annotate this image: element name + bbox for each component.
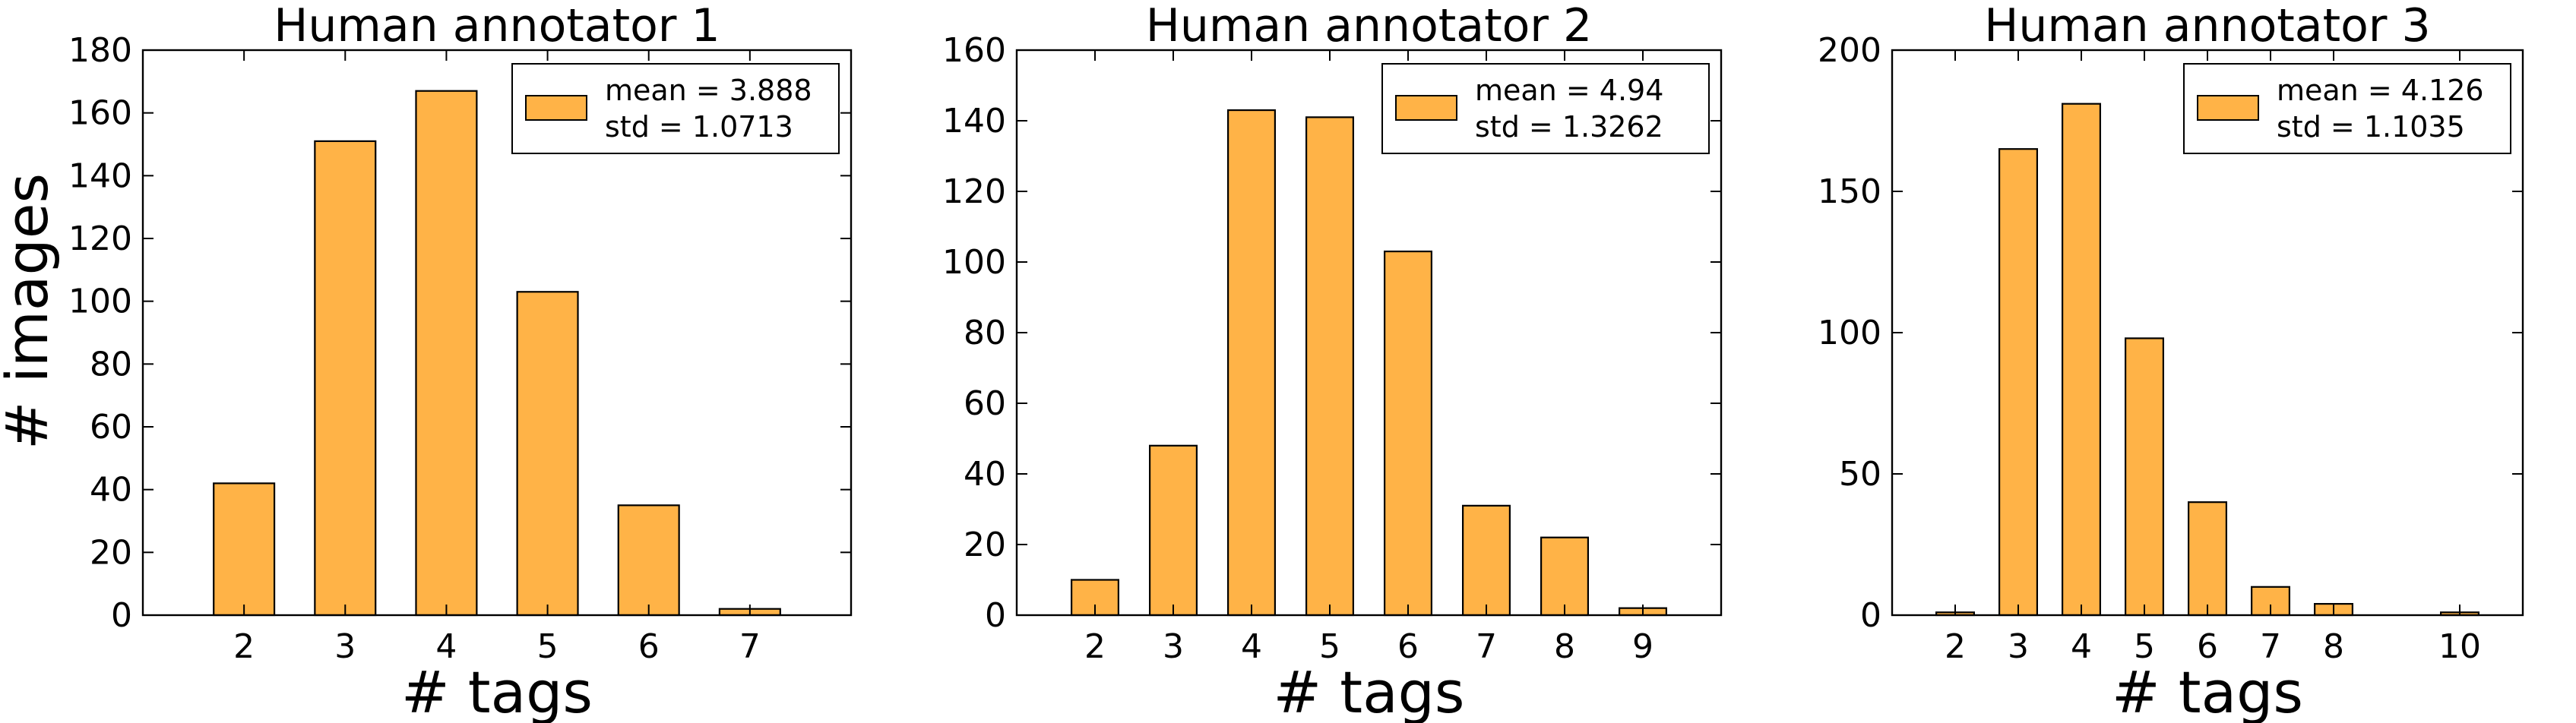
bar [1461,504,1511,617]
y-tick-label: 0 [985,596,1006,635]
x-tick-label: 6 [638,627,660,666]
y-tick-label: 160 [942,31,1006,70]
x-tick-label: 7 [2260,627,2281,666]
y-tick-label: 40 [964,455,1006,494]
y-tick-label: 200 [1818,31,1881,70]
y-tick-label: 100 [942,243,1006,282]
chart-panel-1: 2 3 4 5 6 7 0 20 40 60 80 100 120 140 160 180 Human anno… [68,0,853,723]
y-axis-label: # images [0,173,61,450]
x-tick-label: 2 [233,627,255,666]
x-axis-label: # tags [2112,658,2303,723]
x-axis-label: # tags [401,658,593,723]
x-tick-label: 3 [334,627,356,666]
bar [2062,103,2102,617]
legend-swatch [1395,95,1457,121]
legend-std: std = 1.3262 [1475,110,1663,144]
chart-title: Human annotator 1 [274,0,720,52]
bar [415,90,478,617]
bar [1148,444,1198,617]
bar [213,482,276,617]
bar [1998,148,2039,617]
legend-frame [511,63,840,154]
x-tick-label: 10 [2438,627,2481,666]
bar [1226,109,1276,617]
y-tick-label: 20 [90,533,132,572]
x-axis-label: # tags [1273,658,1464,723]
y-tick-label: 140 [942,102,1006,140]
x-tick-label: 5 [1319,627,1340,666]
x-tick-label: 8 [2323,627,2344,666]
y-tick-label: 80 [964,314,1006,352]
x-tick-label: 5 [537,627,559,666]
x-tick-label: 2 [1945,627,1966,666]
y-tick-label: 150 [1818,172,1881,211]
y-tick-label: 60 [964,384,1006,423]
y-tick-label: 140 [68,156,132,195]
y-tick-label: 60 [90,408,132,447]
y-tick-label: 120 [68,219,132,258]
x-tick-label: 6 [2197,627,2218,666]
legend-mean: mean = 3.888 [605,74,812,107]
y-tick-label: 40 [90,471,132,510]
axes-frame [141,49,853,617]
x-tick-label: 9 [1632,627,1654,666]
y-tick-label: 80 [90,345,132,384]
y-tick-label: 100 [1818,314,1881,352]
bar [314,140,377,617]
y-tick-label: 100 [68,283,132,321]
y-tick-label: 180 [68,31,132,70]
y-tick-label: 0 [111,596,132,635]
chart-title: Human annotator 3 [1984,0,2430,52]
legend-swatch [525,95,587,121]
legend-swatch [2197,95,2259,121]
legend-mean: mean = 4.94 [1475,74,1663,107]
y-tick-label: 50 [1839,455,1881,494]
bar [2188,501,2228,617]
bar [1305,116,1354,617]
x-tick-label: 3 [2008,627,2029,666]
bar [1540,536,1589,617]
x-tick-label: 4 [2071,627,2092,666]
chart-panel-2: 2 3 4 5 6 7 8 9 0 20 40 60 80 100 120 140 160 Human annot… [942,0,1723,723]
x-tick-label: 2 [1084,627,1106,666]
x-tick-label: 3 [1163,627,1184,666]
y-tick-label: 120 [942,172,1006,211]
legend-std: std = 1.1035 [2277,110,2465,144]
bar [2125,337,2165,617]
x-tick-label: 6 [1397,627,1419,666]
x-tick-label: 5 [2134,627,2155,666]
y-tick-label: 20 [964,526,1006,564]
legend-std: std = 1.0713 [605,110,793,144]
x-tick-label: 7 [739,627,761,666]
x-tick-label: 4 [435,627,457,666]
x-tick-label: 7 [1476,627,1497,666]
x-tick-label: 4 [1241,627,1262,666]
bar [516,291,579,617]
x-tick-label: 8 [1554,627,1575,666]
chart-title: Human annotator 2 [1146,0,1592,52]
y-tick-label: 160 [68,94,132,133]
bar [617,504,680,617]
legend-mean: mean = 4.126 [2277,74,2484,107]
y-tick-label: 0 [1860,596,1881,635]
bar [1383,250,1432,617]
